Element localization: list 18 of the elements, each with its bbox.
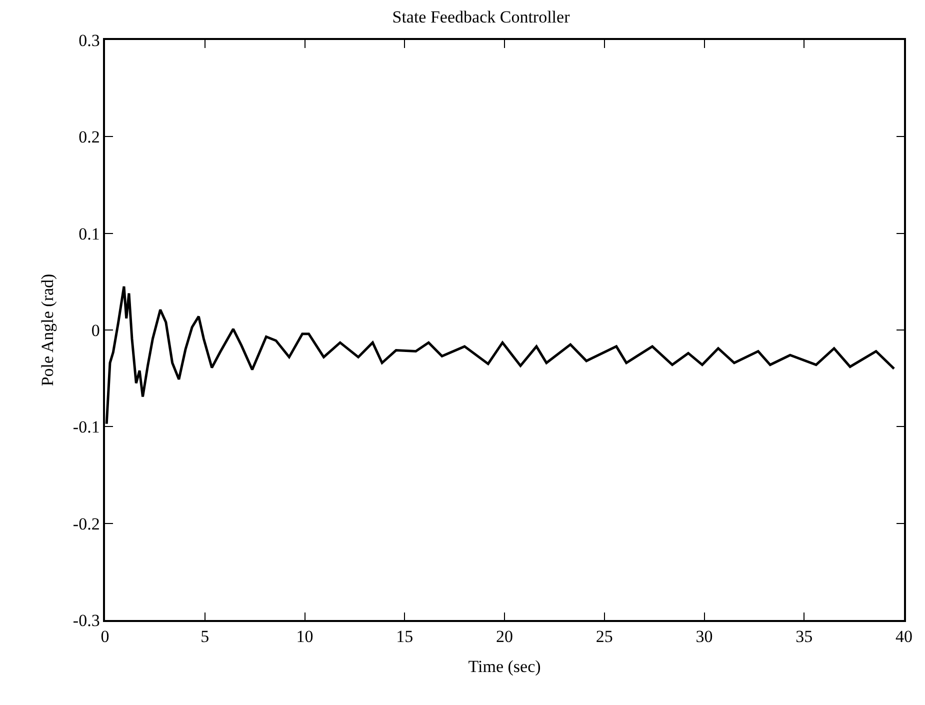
y-tick-label: 0.2 — [78, 128, 100, 147]
x-axis-title: Time (sec) — [468, 657, 541, 676]
y-tick-label: 0.1 — [78, 224, 100, 244]
x-tick-label: 30 — [696, 627, 713, 646]
x-tick-label: 40 — [896, 627, 912, 646]
chart-title: State Feedback Controller — [392, 7, 570, 26]
y-tick-label: -0.3 — [72, 610, 100, 630]
y-tick-label: -0.1 — [72, 418, 100, 437]
y-tick-label: 0.3 — [78, 30, 100, 50]
x-tick-label: 15 — [396, 627, 414, 646]
x-tick-label: 35 — [796, 627, 813, 646]
x-tick-label: 5 — [200, 627, 210, 646]
x-tick-label: 25 — [596, 627, 613, 646]
x-tick-label: 10 — [296, 627, 314, 646]
y-tick-label: 0 — [91, 320, 100, 340]
y-axis-title: Pole Angle (rad) — [38, 274, 57, 386]
x-tick-label: 20 — [496, 627, 513, 646]
y-tick-label: -0.2 — [72, 514, 100, 534]
